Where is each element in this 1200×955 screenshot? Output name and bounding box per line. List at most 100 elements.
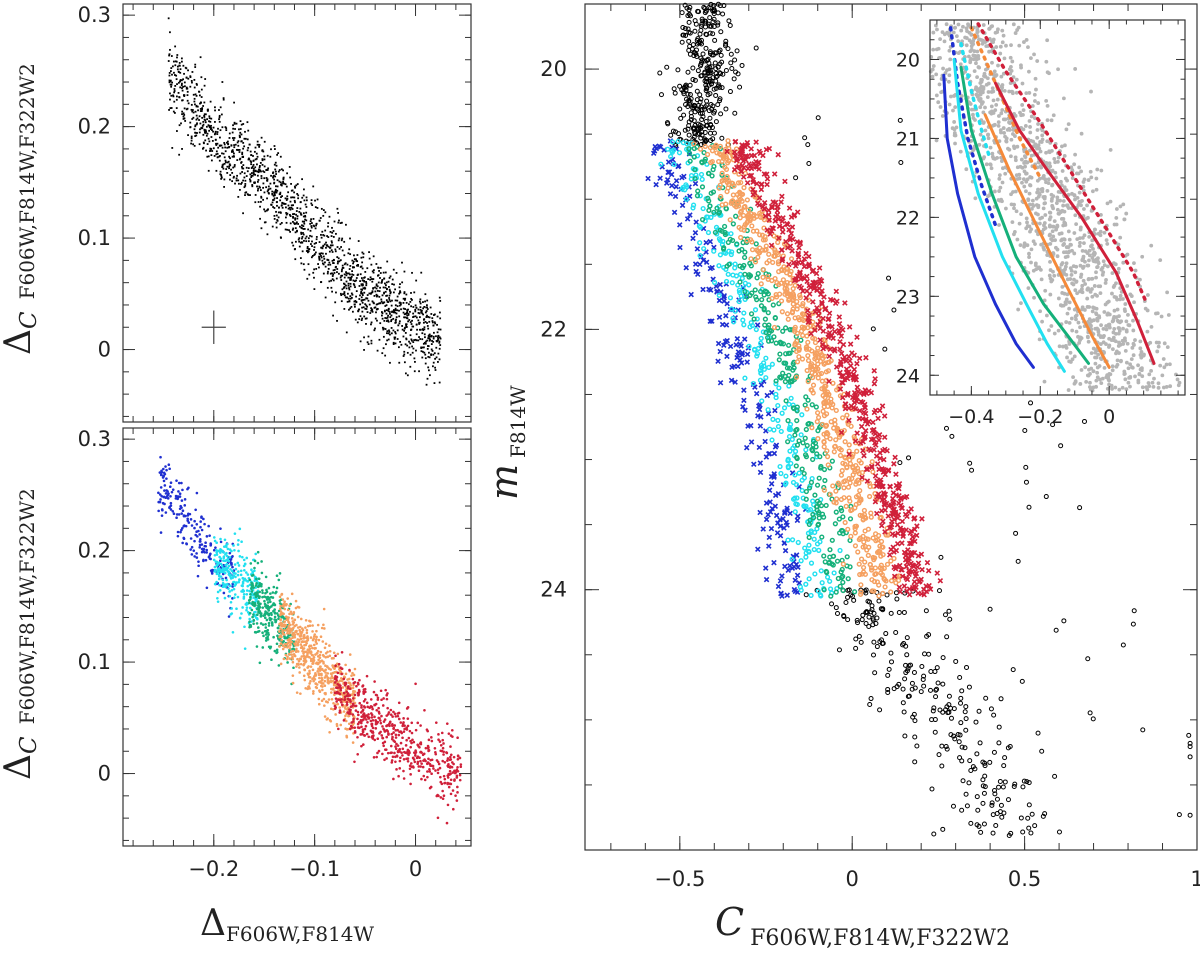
data-point	[246, 584, 250, 588]
data-point	[723, 278, 730, 285]
data-point	[888, 610, 894, 616]
data-point	[382, 286, 385, 289]
data-point	[713, 50, 719, 56]
data-point	[353, 303, 356, 306]
data-point	[254, 194, 257, 196]
data-point	[344, 296, 347, 299]
data-point	[357, 264, 359, 267]
data-point	[365, 317, 368, 320]
data-point	[347, 722, 351, 726]
data-point	[346, 685, 350, 688]
data-point	[192, 111, 195, 114]
data-point	[690, 105, 696, 111]
data-point	[360, 288, 363, 291]
data-point	[715, 340, 722, 347]
data-point	[381, 314, 383, 317]
data-point	[311, 254, 314, 257]
data-point	[732, 379, 738, 385]
data-point	[186, 519, 190, 522]
data-point	[959, 807, 965, 813]
data-point	[246, 121, 249, 124]
data-point	[323, 627, 326, 630]
data-point	[246, 149, 249, 152]
data-point	[299, 201, 302, 203]
data-point	[736, 287, 742, 293]
data-point	[397, 774, 400, 778]
data-point	[344, 681, 348, 685]
data-point	[382, 697, 385, 700]
data-point	[237, 179, 240, 182]
data-point	[224, 126, 227, 129]
data-point	[352, 689, 356, 693]
data-point	[375, 722, 379, 725]
data-point	[430, 736, 433, 739]
data-point	[360, 725, 363, 729]
data-point	[334, 676, 337, 680]
data-point	[686, 101, 692, 107]
data-point	[316, 655, 320, 658]
data-point	[394, 736, 398, 739]
data-point	[229, 600, 233, 604]
y-tick-label: 0.2	[78, 115, 111, 139]
data-point	[160, 514, 164, 517]
data-point	[276, 626, 280, 630]
data-point	[964, 803, 970, 809]
data-point	[792, 509, 798, 515]
data-point	[690, 205, 696, 211]
data-point	[257, 596, 261, 599]
data-point	[293, 633, 297, 637]
data-point	[766, 487, 773, 494]
data-point	[229, 164, 232, 167]
data-point	[292, 244, 295, 247]
data-point	[216, 156, 219, 159]
data-point	[204, 131, 206, 134]
data-point	[233, 152, 235, 155]
data-point	[173, 112, 176, 114]
data-point	[387, 314, 389, 317]
data-point	[757, 377, 764, 383]
data-point	[989, 800, 995, 806]
data-point	[357, 682, 360, 686]
data-point	[279, 662, 283, 666]
data-point	[198, 546, 202, 549]
data-point	[352, 279, 355, 282]
data-point	[234, 182, 236, 185]
data-point	[178, 62, 181, 64]
data-point	[169, 107, 172, 110]
data-point	[315, 224, 318, 227]
data-point	[785, 537, 791, 543]
data-point	[1028, 400, 1034, 406]
data-point	[278, 595, 282, 599]
data-point	[372, 690, 376, 694]
data-point	[376, 698, 380, 701]
data-point	[354, 709, 358, 712]
data-point	[178, 492, 182, 496]
data-point	[394, 309, 397, 311]
data-point	[704, 76, 710, 82]
data-point	[240, 540, 243, 543]
data-point	[180, 57, 183, 60]
data-point	[231, 155, 234, 158]
data-point	[381, 752, 384, 756]
data-point	[441, 797, 445, 801]
data-point	[340, 300, 343, 303]
data-point	[867, 702, 873, 708]
data-point	[310, 202, 313, 205]
data-point	[723, 322, 730, 328]
data-point	[741, 322, 747, 328]
data-point	[204, 121, 207, 124]
data-point	[336, 671, 340, 675]
data-point	[180, 79, 183, 82]
data-point	[215, 144, 218, 146]
data-point	[176, 130, 178, 132]
data-point	[426, 744, 430, 748]
data-point	[263, 629, 267, 633]
data-point	[280, 168, 283, 171]
data-point	[442, 750, 445, 754]
data-point	[734, 354, 740, 361]
data-point	[376, 751, 379, 755]
data-point	[353, 300, 356, 303]
data-point	[225, 562, 229, 566]
data-point	[378, 270, 380, 272]
data-point	[690, 125, 696, 131]
